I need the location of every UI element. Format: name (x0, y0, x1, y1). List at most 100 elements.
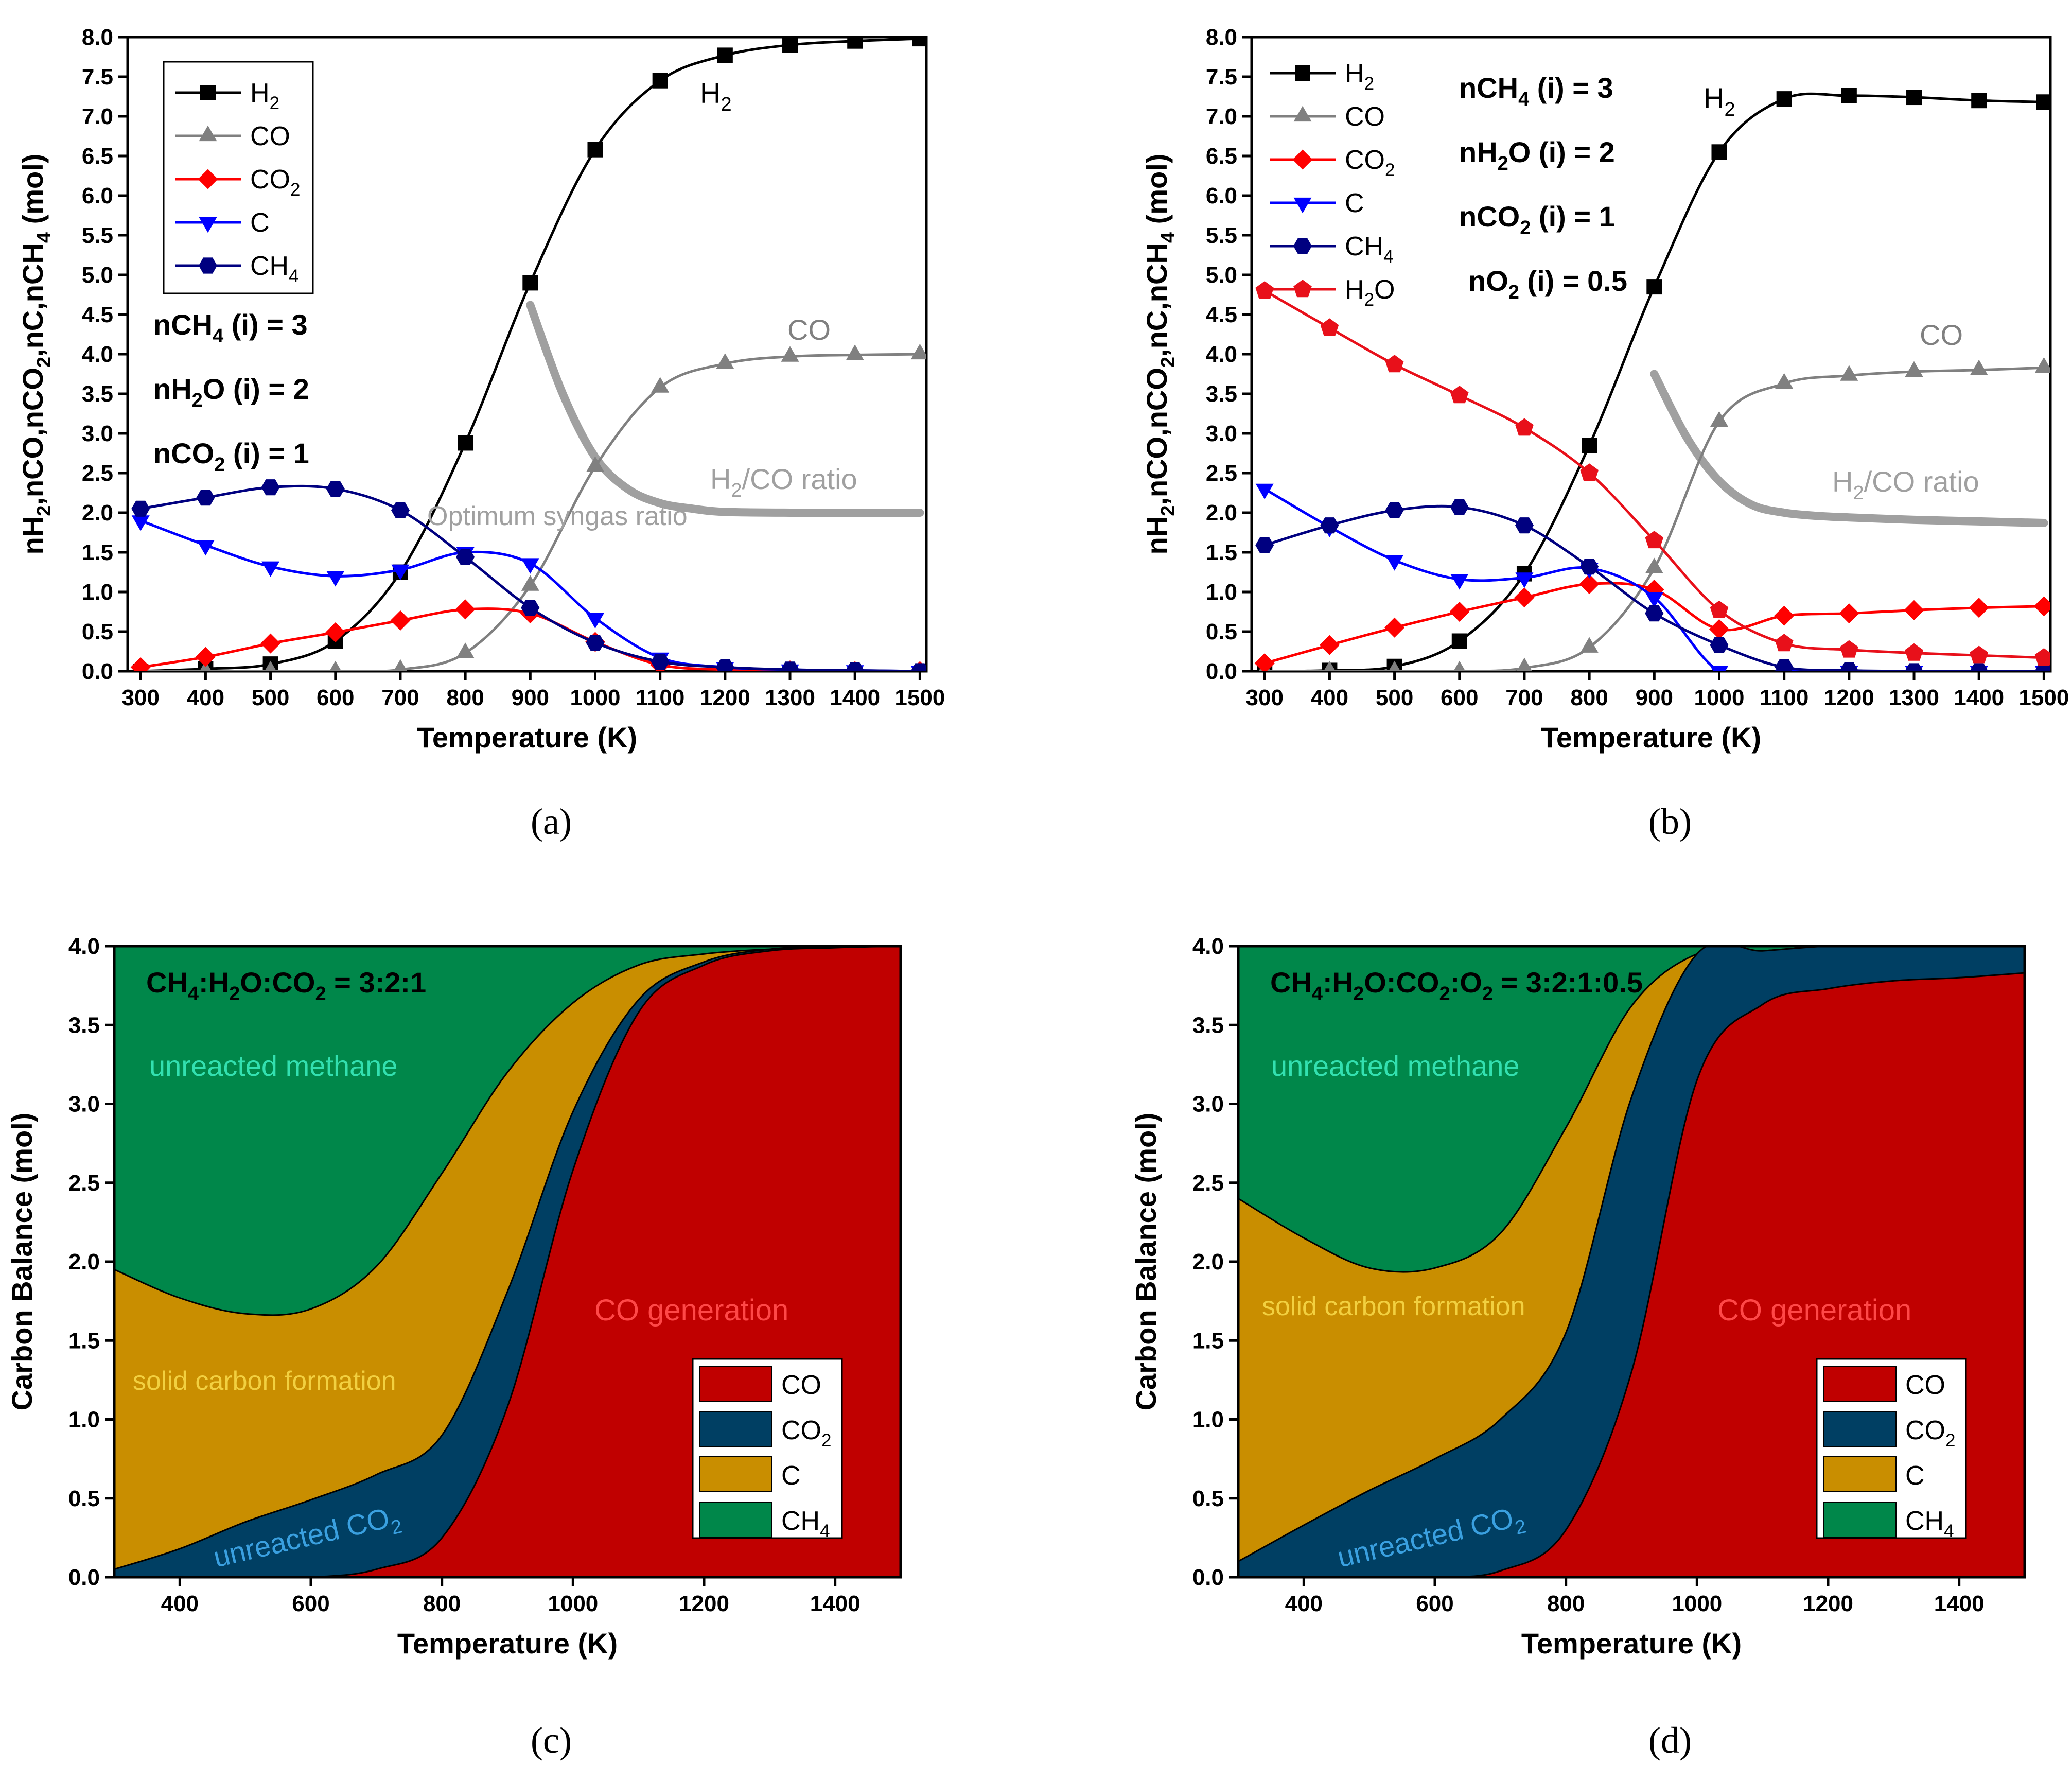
region-label-methane: unreacted methane (149, 1050, 398, 1082)
point-co-1100 (651, 377, 670, 393)
x-tick-label: 1400 (1954, 685, 2004, 710)
x-axis-title: Temperature (K) (1541, 721, 1761, 754)
y-tick-label: 5.5 (82, 223, 113, 248)
x-tick-label: 1500 (2018, 685, 2069, 710)
y-tick-label: 7.5 (82, 64, 113, 90)
x-tick-label: 1100 (1760, 685, 1808, 710)
y-tick-label: 5.0 (82, 263, 113, 288)
curve-label-ratio: H2/CO ratio (1832, 465, 1979, 504)
legend-swatch-co (1823, 1366, 1897, 1402)
point-h2-1500 (2036, 94, 2050, 110)
point-co-400 (1323, 660, 1336, 671)
point-co-500 (264, 660, 277, 671)
condition-3: nO2 (i) = 0.5 (1468, 265, 1627, 303)
point-co-1200 (1840, 365, 1858, 381)
legend-label-h2: H2 (1345, 59, 1374, 94)
x-tick-label: 1500 (894, 685, 945, 710)
point-co-1300 (1905, 361, 1923, 377)
point-co2-1300 (1904, 600, 1924, 620)
point-h2-600 (1451, 633, 1467, 649)
point-h2o-1500 (2034, 648, 2050, 666)
point-c-300 (1255, 483, 1274, 499)
point-co-1500 (2034, 357, 2050, 373)
point-co-1200 (716, 353, 734, 369)
point-h2-1100 (652, 73, 668, 89)
point-co-600 (329, 660, 342, 671)
y-tick-label: 1.0 (82, 580, 113, 605)
point-co-600 (1453, 660, 1466, 671)
point-co2-1500 (2033, 596, 2050, 617)
x-tick-label: 600 (292, 1591, 329, 1616)
x-tick-label: 600 (1441, 685, 1478, 710)
point-ch4-1400 (1970, 663, 1989, 671)
legend-label-co2: CO2 (1905, 1416, 1955, 1451)
point-co2-700 (390, 610, 411, 631)
y-tick-label: 1.5 (1192, 1328, 1224, 1353)
legend-swatch-co (699, 1366, 772, 1402)
point-co-1100 (1775, 373, 1794, 389)
point-ch4-1000 (1710, 637, 1729, 653)
y-tick-label: 4.0 (82, 342, 113, 367)
chart-a: 300 400 500 600 700 800 900 1000 1100 1200 1300 140… (16, 25, 945, 754)
point-co2-300 (1254, 653, 1275, 671)
point-h2o-1200 (1840, 640, 1858, 658)
y-tick-label: 0.5 (1192, 1486, 1224, 1511)
y-tick-label: 2.0 (68, 1249, 100, 1275)
x-tick-label: 900 (1636, 685, 1673, 710)
y-tick-label: 0.0 (1192, 1565, 1224, 1590)
y-tick-label: 0.0 (82, 659, 113, 684)
y-tick-label: 6.0 (82, 183, 113, 208)
point-co2-500 (260, 633, 281, 654)
plot-frame (1237, 945, 2026, 1579)
legend-label-c: C (1905, 1461, 1925, 1491)
x-tick-label: 1200 (1803, 1591, 1853, 1616)
point-c-1000 (1710, 666, 1728, 671)
legend-label-co: CO (250, 121, 290, 151)
x-axis-title: Temperature (K) (1521, 1627, 1742, 1660)
y-tick-label: 3.0 (1192, 1092, 1224, 1117)
legend-swatch-c (1823, 1456, 1897, 1492)
point-co2-1000 (1709, 619, 1729, 639)
legend-marker-ch4 (199, 257, 217, 274)
y-tick-label: 2.5 (82, 461, 113, 486)
x-tick-label: 1200 (700, 685, 750, 710)
point-h2-1400 (1971, 93, 1987, 109)
chart-d: 400 600 800 1000 1200 1400 0.0 0.5 1.0 1.5 2.0 2.5 3… (1130, 934, 2026, 1660)
point-ch4-700 (1515, 517, 1534, 534)
x-tick-label: 400 (1311, 685, 1348, 710)
point-ch4-1400 (846, 662, 865, 671)
point-co2-1200 (1839, 603, 1859, 624)
point-co2-600 (1449, 602, 1470, 622)
point-co2-300 (130, 657, 151, 671)
x-tick-label: 800 (1547, 1591, 1585, 1616)
point-co2-1100 (1774, 605, 1795, 626)
y-tick-label: 0.0 (68, 1565, 100, 1590)
point-h2-900 (1646, 279, 1662, 295)
point-ch4-800 (456, 549, 475, 565)
point-c-1000 (586, 613, 604, 629)
point-ch4-700 (391, 502, 410, 518)
x-tick-label: 800 (423, 1591, 461, 1616)
point-ch4-500 (261, 479, 280, 496)
y-tick-label: 2.0 (82, 500, 113, 526)
region-label-carbon: solid carbon formation (133, 1366, 396, 1396)
condition-1: nH2O (i) = 2 (153, 373, 309, 411)
x-tick-label: 1300 (1889, 685, 1939, 710)
x-tick-label: 800 (446, 685, 484, 710)
y-tick-label: 3.5 (1192, 1013, 1224, 1038)
y-tick-label: 1.0 (1192, 1407, 1224, 1433)
plot-frame (1250, 36, 2052, 673)
point-co-800 (1580, 637, 1599, 653)
curve-label-ratio: H2/CO ratio (710, 463, 857, 501)
point-ch4-1300 (781, 661, 799, 671)
y-tick-label: 0.5 (1206, 619, 1237, 644)
y-tick-label: 6.0 (1206, 183, 1237, 208)
point-c-600 (1450, 574, 1469, 590)
point-co-1400 (1970, 359, 1988, 375)
point-ch4-900 (521, 600, 540, 616)
x-tick-label: 400 (187, 685, 224, 710)
plot-frame (126, 36, 928, 673)
point-c-600 (326, 571, 345, 587)
point-h2o-800 (1580, 463, 1599, 481)
legend-marker-h2 (1295, 65, 1310, 81)
